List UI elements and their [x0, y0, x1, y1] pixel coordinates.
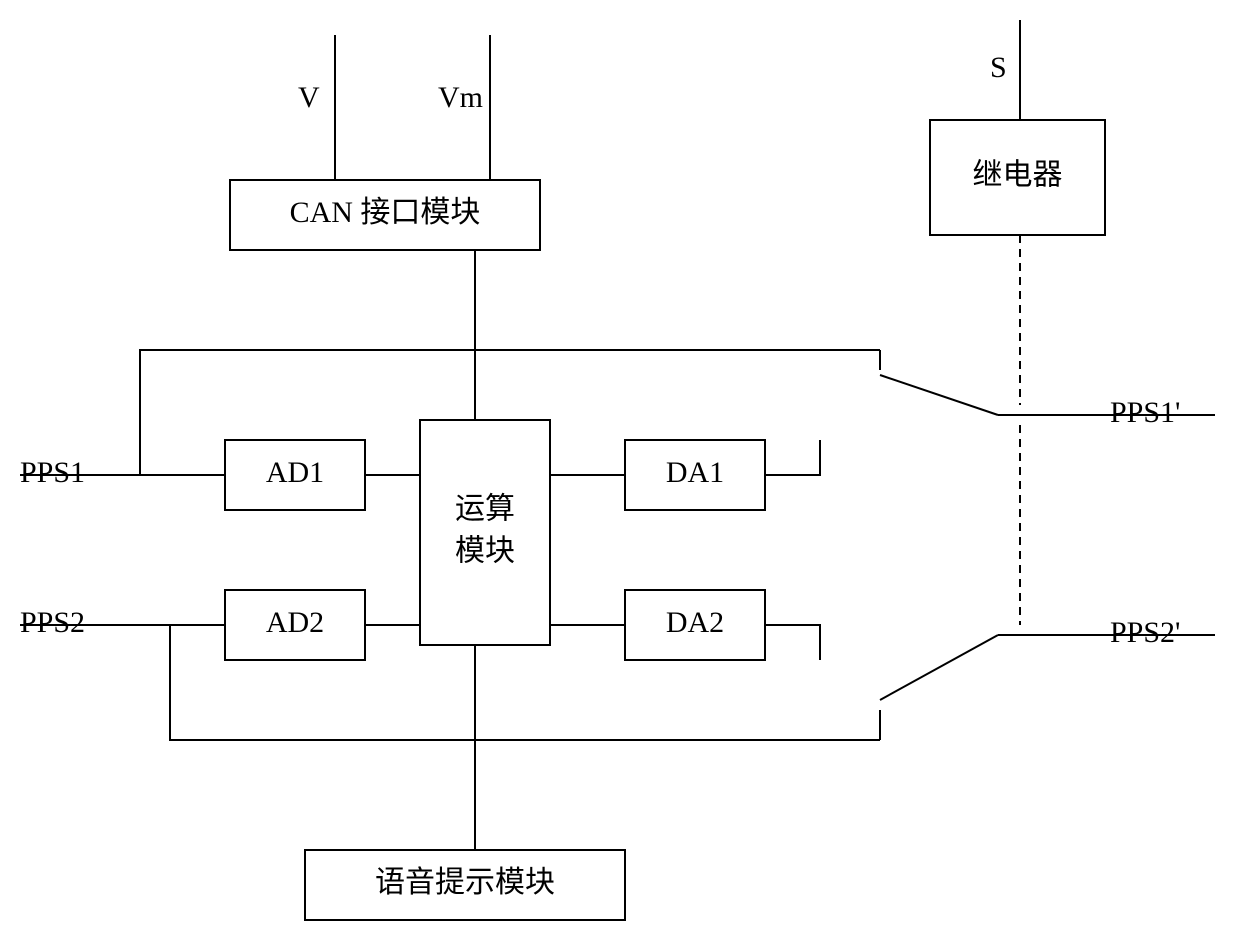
port-label-PPS2p: PPS2' [1110, 616, 1180, 649]
ad1-label: AD1 [266, 456, 324, 489]
wire-da1-out [765, 460, 820, 475]
port-label-V: V [298, 81, 320, 114]
block-diagram: CAN 接口模块 继电器 AD1 AD2 运算模块 DA1 DA2 语音提示模块 V Vm S PPS… [0, 0, 1240, 951]
port-label-Vm: Vm [438, 81, 483, 114]
calc-box [420, 420, 550, 645]
can-label: CAN 接口模块 [290, 196, 481, 229]
wire-sw2-arm [880, 635, 998, 700]
da2-label: DA2 [666, 606, 724, 639]
port-label-PPS2: PPS2 [20, 606, 85, 639]
ad2-label: AD2 [266, 606, 324, 639]
relay-label: 继电器 [973, 158, 1063, 191]
port-label-S: S [990, 51, 1007, 84]
wire-sw1-arm [880, 375, 998, 415]
voice-label: 语音提示模块 [375, 866, 555, 899]
calc-label-0: 运算 [455, 492, 515, 525]
da1-label: DA1 [666, 456, 724, 489]
port-label-PPS1p: PPS1' [1110, 396, 1180, 429]
wire-da2-out [765, 625, 820, 640]
calc-label-1: 模块 [455, 534, 515, 567]
port-label-PPS1: PPS1 [20, 456, 85, 489]
